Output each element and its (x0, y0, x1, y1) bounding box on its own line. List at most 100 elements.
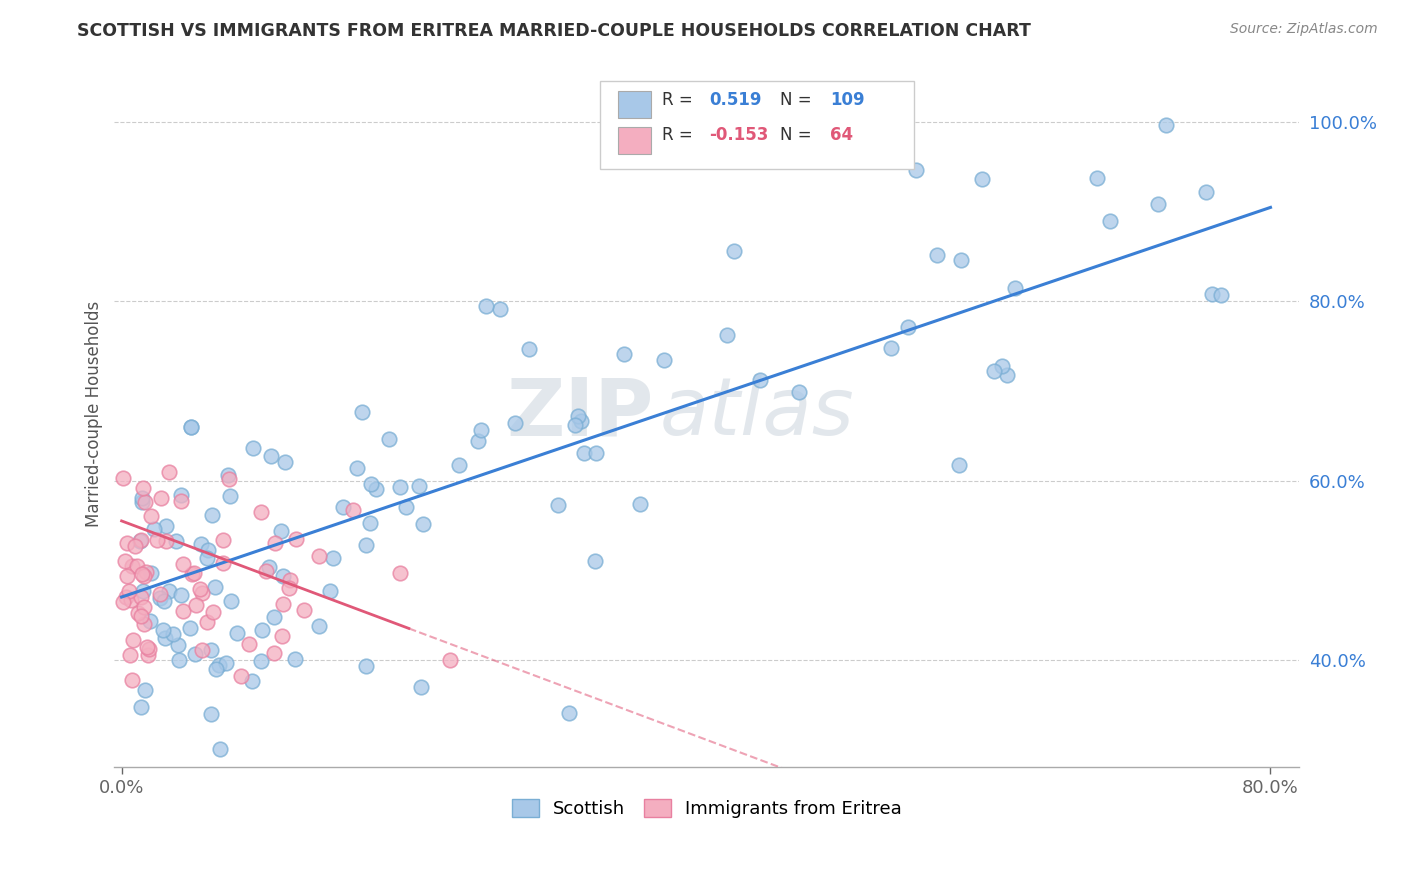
Point (141, 509, 163, 524)
Point (263, 609, 285, 624)
Point (129, 700, 152, 714)
Point (149, 587, 172, 601)
Point (716, 328, 738, 343)
Point (271, 630, 294, 644)
Point (350, 405, 373, 419)
Point (188, 582, 211, 597)
Point (1098, 214, 1121, 228)
Point (948, 458, 970, 472)
Point (121, 559, 143, 574)
Point (574, 445, 596, 459)
Point (122, 633, 145, 648)
Point (439, 653, 461, 667)
Point (132, 599, 155, 614)
Point (723, 244, 745, 259)
Point (257, 559, 280, 574)
Point (905, 163, 928, 178)
Point (205, 662, 228, 676)
Point (242, 441, 264, 455)
Point (162, 627, 184, 641)
Point (628, 497, 651, 511)
Point (652, 352, 675, 367)
Point (970, 171, 993, 186)
Point (662, 153, 685, 167)
Point (131, 567, 153, 582)
Point (284, 651, 307, 665)
Point (134, 569, 156, 583)
Point (146, 533, 169, 548)
Point (139, 614, 162, 628)
Point (1201, 286, 1223, 301)
FancyBboxPatch shape (619, 92, 651, 119)
Point (184, 647, 207, 661)
Point (208, 658, 231, 673)
Text: SCOTTISH VS IMMIGRANTS FROM ERITREA MARRIED-COUPLE HOUSEHOLDS CORRELATION CHART: SCOTTISH VS IMMIGRANTS FROM ERITREA MARR… (77, 22, 1031, 40)
Point (1085, 170, 1108, 185)
Point (212, 533, 235, 547)
Point (897, 320, 920, 334)
Text: Source: ZipAtlas.com: Source: ZipAtlas.com (1230, 22, 1378, 37)
Point (378, 433, 401, 447)
Point (470, 423, 492, 437)
Point (389, 479, 412, 493)
Point (388, 566, 411, 580)
Point (215, 657, 238, 671)
Point (136, 640, 159, 654)
Point (264, 536, 287, 550)
Point (200, 706, 222, 721)
Point (240, 674, 263, 689)
Point (167, 639, 190, 653)
Point (169, 588, 191, 602)
Point (1211, 288, 1233, 302)
Point (271, 568, 294, 582)
Point (250, 654, 273, 668)
Point (136, 648, 159, 662)
Point (129, 591, 152, 605)
Point (120, 592, 142, 607)
Point (547, 498, 569, 512)
Point (149, 591, 172, 606)
Point (342, 502, 364, 516)
Point (118, 648, 141, 663)
Point (183, 566, 205, 580)
Text: N =: N = (780, 91, 817, 109)
Point (190, 643, 212, 657)
Point (1004, 281, 1026, 295)
Point (748, 374, 770, 388)
Point (950, 252, 973, 267)
Point (153, 594, 176, 608)
Point (118, 583, 141, 598)
Point (517, 342, 540, 356)
Point (1146, 197, 1168, 211)
Point (121, 673, 143, 688)
Point (284, 533, 307, 547)
Point (260, 449, 283, 463)
Point (585, 446, 607, 460)
Point (190, 537, 212, 551)
Point (411, 681, 433, 695)
Point (115, 536, 138, 550)
Point (200, 643, 222, 657)
Point (201, 605, 224, 619)
Point (238, 638, 260, 652)
Point (204, 580, 226, 594)
Point (219, 594, 242, 608)
Text: R =: R = (662, 91, 697, 109)
Point (124, 539, 146, 553)
Text: N =: N = (780, 127, 817, 145)
Point (184, 598, 207, 612)
Point (1154, 118, 1177, 132)
Point (131, 491, 153, 505)
Point (131, 494, 153, 508)
Point (983, 364, 1005, 378)
Point (218, 473, 240, 487)
Point (489, 302, 512, 317)
Point (135, 565, 157, 579)
Point (115, 591, 138, 605)
Point (114, 554, 136, 568)
Point (569, 414, 592, 428)
Point (197, 543, 219, 558)
Point (155, 533, 177, 548)
Point (212, 556, 235, 570)
Point (250, 623, 273, 637)
